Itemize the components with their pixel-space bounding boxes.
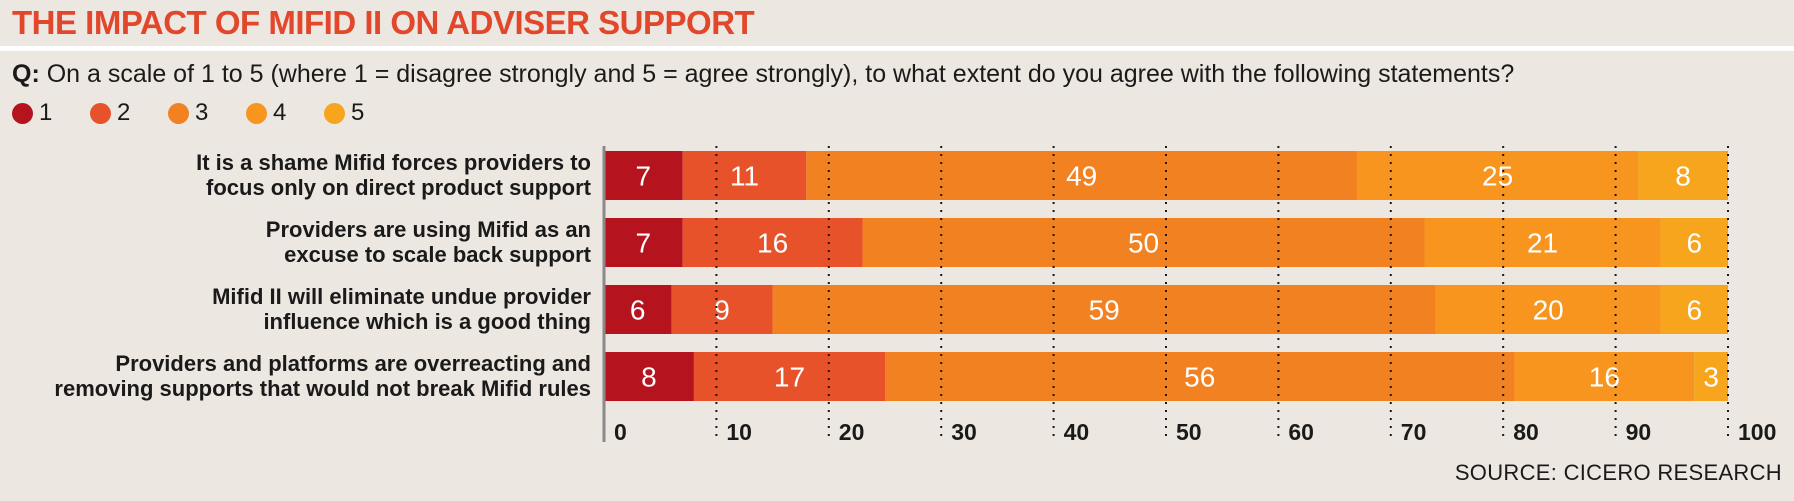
legend-label: 2	[117, 99, 131, 126]
data-label: 49	[1066, 161, 1097, 192]
x-tick-label: 70	[1401, 419, 1427, 445]
question-prefix: Q:	[12, 60, 40, 88]
legend-item-2: 2	[90, 99, 168, 127]
legend-swatch	[324, 102, 345, 124]
x-tick-label: 30	[951, 419, 977, 445]
data-label: 50	[1128, 228, 1159, 259]
x-tick-label: 0	[614, 419, 627, 445]
bar-segment	[1638, 151, 1728, 200]
bar-segment	[1424, 218, 1661, 267]
legend: 1 2 3 4 5	[12, 99, 402, 127]
bar-segment	[1357, 151, 1639, 200]
data-label: 9	[714, 295, 730, 326]
category-label: excuse to scale back support	[284, 242, 592, 267]
bar-segment	[1660, 285, 1728, 334]
bar-segment	[682, 151, 807, 200]
category-label: Mifid II will eliminate undue provider	[212, 284, 591, 309]
legend-swatch	[12, 102, 33, 124]
legend-swatch	[168, 102, 189, 124]
bar-segment	[1660, 218, 1728, 267]
x-tick-label: 50	[1176, 419, 1202, 445]
x-tick-label: 20	[839, 419, 865, 445]
bar-segment	[671, 285, 773, 334]
data-label: 59	[1089, 295, 1120, 326]
bar-segment	[604, 352, 694, 401]
legend-item-5: 5	[324, 99, 402, 127]
data-label: 20	[1533, 295, 1564, 326]
bar-segment	[1435, 285, 1661, 334]
bar-segment	[682, 218, 863, 267]
category-label: Providers and platforms are overreacting…	[115, 351, 591, 376]
legend-item-4: 4	[246, 99, 324, 127]
category-label: removing supports that would not break M…	[54, 376, 591, 401]
category-label: It is a shame Mifid forces providers to	[196, 150, 591, 175]
data-label: 7	[636, 161, 652, 192]
data-label: 8	[641, 362, 657, 393]
bar-segment	[604, 218, 683, 267]
legend-label: 3	[195, 99, 209, 126]
data-label: 6	[1686, 228, 1702, 259]
bar-segment	[1514, 352, 1695, 401]
data-label: 56	[1184, 362, 1215, 393]
legend-label: 5	[351, 99, 365, 126]
x-tick-label: 90	[1626, 419, 1652, 445]
data-label: 16	[757, 228, 788, 259]
legend-label: 1	[39, 99, 53, 126]
source-note: SOURCE: CICERO RESEARCH	[1454, 460, 1782, 485]
title-divider	[0, 46, 1794, 51]
legend-item-1: 1	[12, 99, 90, 127]
bar-segment	[885, 352, 1515, 401]
data-label: 7	[636, 228, 652, 259]
legend-swatch	[246, 102, 267, 124]
bar-segment	[806, 151, 1358, 200]
x-tick-label: 100	[1738, 419, 1776, 445]
data-label: 21	[1527, 228, 1558, 259]
data-label: 17	[774, 362, 805, 393]
bar-segment	[772, 285, 1436, 334]
chart-title: THE IMPACT OF MIFID II ON ADVISER SUPPOR…	[12, 4, 755, 41]
category-label: Providers are using Mifid as an	[266, 217, 591, 242]
x-tick-label: 60	[1288, 419, 1314, 445]
data-label: 3	[1703, 362, 1719, 393]
legend-label: 4	[273, 99, 287, 126]
legend-swatch	[90, 102, 111, 124]
bar-segment	[604, 151, 683, 200]
bar-segment	[1694, 352, 1728, 401]
data-label: 25	[1482, 161, 1513, 192]
bar-segment	[862, 218, 1425, 267]
category-label: focus only on direct product support	[206, 175, 592, 200]
x-tick-label: 80	[1513, 419, 1539, 445]
legend-item-3: 3	[168, 99, 246, 127]
survey-question: Q: On a scale of 1 to 5 (where 1 = disag…	[12, 60, 1514, 89]
data-label: 6	[630, 295, 646, 326]
category-label: influence which is a good thing	[263, 309, 591, 334]
data-label: 8	[1675, 161, 1691, 192]
bar-segment	[693, 352, 885, 401]
data-label: 11	[730, 161, 759, 192]
x-tick-label: 10	[726, 419, 752, 445]
x-tick-label: 40	[1064, 419, 1090, 445]
question-text: On a scale of 1 to 5 (where 1 = disagree…	[46, 60, 1515, 88]
data-label: 6	[1686, 295, 1702, 326]
bar-segment	[604, 285, 672, 334]
